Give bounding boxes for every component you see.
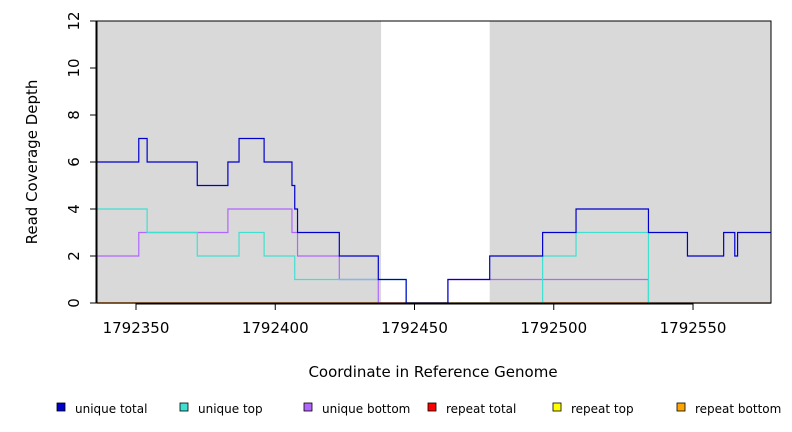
legend-item-unique-total: unique total <box>56 402 147 416</box>
y-tick-label: 2 <box>65 251 83 261</box>
series-unique-top <box>97 208 771 304</box>
x-tick-label: 1792400 <box>242 319 309 337</box>
legend-item-unique-bottom: unique bottom <box>303 402 410 416</box>
legend-label: unique bottom <box>322 402 410 416</box>
legend: unique total unique top unique bottom repea… <box>56 402 781 416</box>
legend-label: repeat bottom <box>695 402 781 416</box>
x-axis: 1792350 1792400 1792450 1792500 1792550 <box>103 303 727 337</box>
shaded-regions <box>97 21 771 303</box>
series-unique-total <box>97 137 771 304</box>
y-tick-label: 12 <box>65 11 83 30</box>
legend-swatch <box>303 402 313 412</box>
legend-label: repeat top <box>571 402 634 416</box>
legend-swatch <box>552 402 562 412</box>
y-axis: 0 2 4 6 8 10 12 <box>65 11 97 308</box>
y-tick-label: 4 <box>65 204 83 214</box>
y-tick-label: 0 <box>65 298 83 308</box>
legend-swatch <box>676 402 686 412</box>
y-tick-label: 6 <box>65 157 83 167</box>
x-tick-label: 1792350 <box>103 319 170 337</box>
y-tick-label: 8 <box>65 110 83 120</box>
legend-swatch <box>179 402 189 412</box>
legend-item-repeat-total: repeat total <box>427 402 516 416</box>
legend-item-unique-top: unique top <box>179 402 263 416</box>
legend-swatch <box>427 402 437 412</box>
y-axis-title: Read Coverage Depth <box>23 80 41 245</box>
legend-label: unique total <box>75 402 147 416</box>
legend-label: unique top <box>198 402 263 416</box>
x-tick-label: 1792500 <box>520 319 587 337</box>
x-axis-title: Coordinate in Reference Genome <box>308 363 557 381</box>
legend-item-repeat-top: repeat top <box>552 402 634 416</box>
y-tick-label: 10 <box>65 58 83 77</box>
legend-swatch <box>56 402 66 412</box>
legend-label: repeat total <box>446 402 516 416</box>
legend-item-repeat-bottom: repeat bottom <box>676 402 781 416</box>
shaded-region-2 <box>489 21 771 303</box>
x-tick-label: 1792550 <box>660 319 727 337</box>
x-tick-label: 1792450 <box>381 319 448 337</box>
